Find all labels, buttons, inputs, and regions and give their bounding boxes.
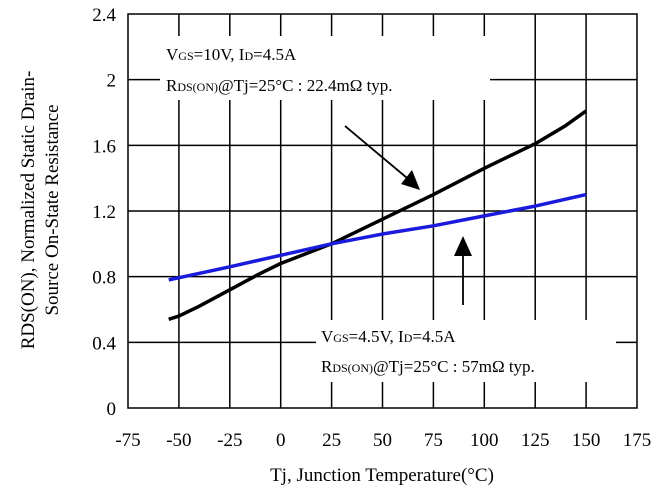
x-tick-label: -50 <box>166 430 191 451</box>
x-tick-label: 175 <box>623 430 652 451</box>
y-tick-label: 1.6 <box>92 136 116 157</box>
y-tick-label: 2 <box>107 71 117 92</box>
x-tick-label: -25 <box>217 430 242 451</box>
y-axis-label-line1: RDS(ON), Normalized Static Drain- <box>18 71 39 350</box>
y-axis-label-line2: Source On-State Resistance <box>42 104 63 315</box>
y-tick-labels: 0 0.4 0.8 1.2 1.6 2 2.4 <box>92 5 116 420</box>
x-axis-label: Tj, Junction Temperature(°C) <box>270 465 494 486</box>
x-tick-label: 150 <box>572 430 601 451</box>
annotation-1-arrowhead <box>401 170 420 190</box>
y-tick-label: 0.8 <box>92 268 116 289</box>
y-tick-label: 2.4 <box>92 5 116 26</box>
y-tick-label: 1.2 <box>92 202 116 223</box>
annotation-2-arrowhead <box>454 236 472 256</box>
annotation-1-line1: VGS=10V, ID=4.5A <box>166 45 297 64</box>
x-tick-label: 0 <box>276 430 286 451</box>
annotation-1-background <box>160 36 490 100</box>
annotation-2-line2: RDS(ON)@Tj=25°C : 57mΩ typ. <box>321 357 535 376</box>
plot-frame <box>127 13 638 409</box>
x-tick-label: 125 <box>521 430 550 451</box>
annotation-2-background <box>316 320 616 382</box>
series-line-2 <box>168 192 587 282</box>
x-tick-label: 75 <box>424 430 443 451</box>
y-tick-label: 0 <box>107 399 117 420</box>
x-tick-label: -75 <box>115 430 140 451</box>
x-tick-label: 50 <box>373 430 392 451</box>
x-tick-label: 100 <box>470 430 499 451</box>
annotation-2-line1: VGS=4.5V, ID=4.5A <box>321 327 456 346</box>
annotation-1-arrow <box>344 125 414 184</box>
annotation-1-line2: RDS(ON)@Tj=25°C : 22.4mΩ typ. <box>166 76 393 95</box>
series-lines <box>168 109 588 321</box>
x-tick-labels: -75 -50 -25 0 25 50 75 100 125 150 175 <box>115 430 651 451</box>
x-tick-label: 25 <box>322 430 341 451</box>
series-line-1 <box>168 109 588 321</box>
y-tick-label: 0.4 <box>92 333 116 354</box>
